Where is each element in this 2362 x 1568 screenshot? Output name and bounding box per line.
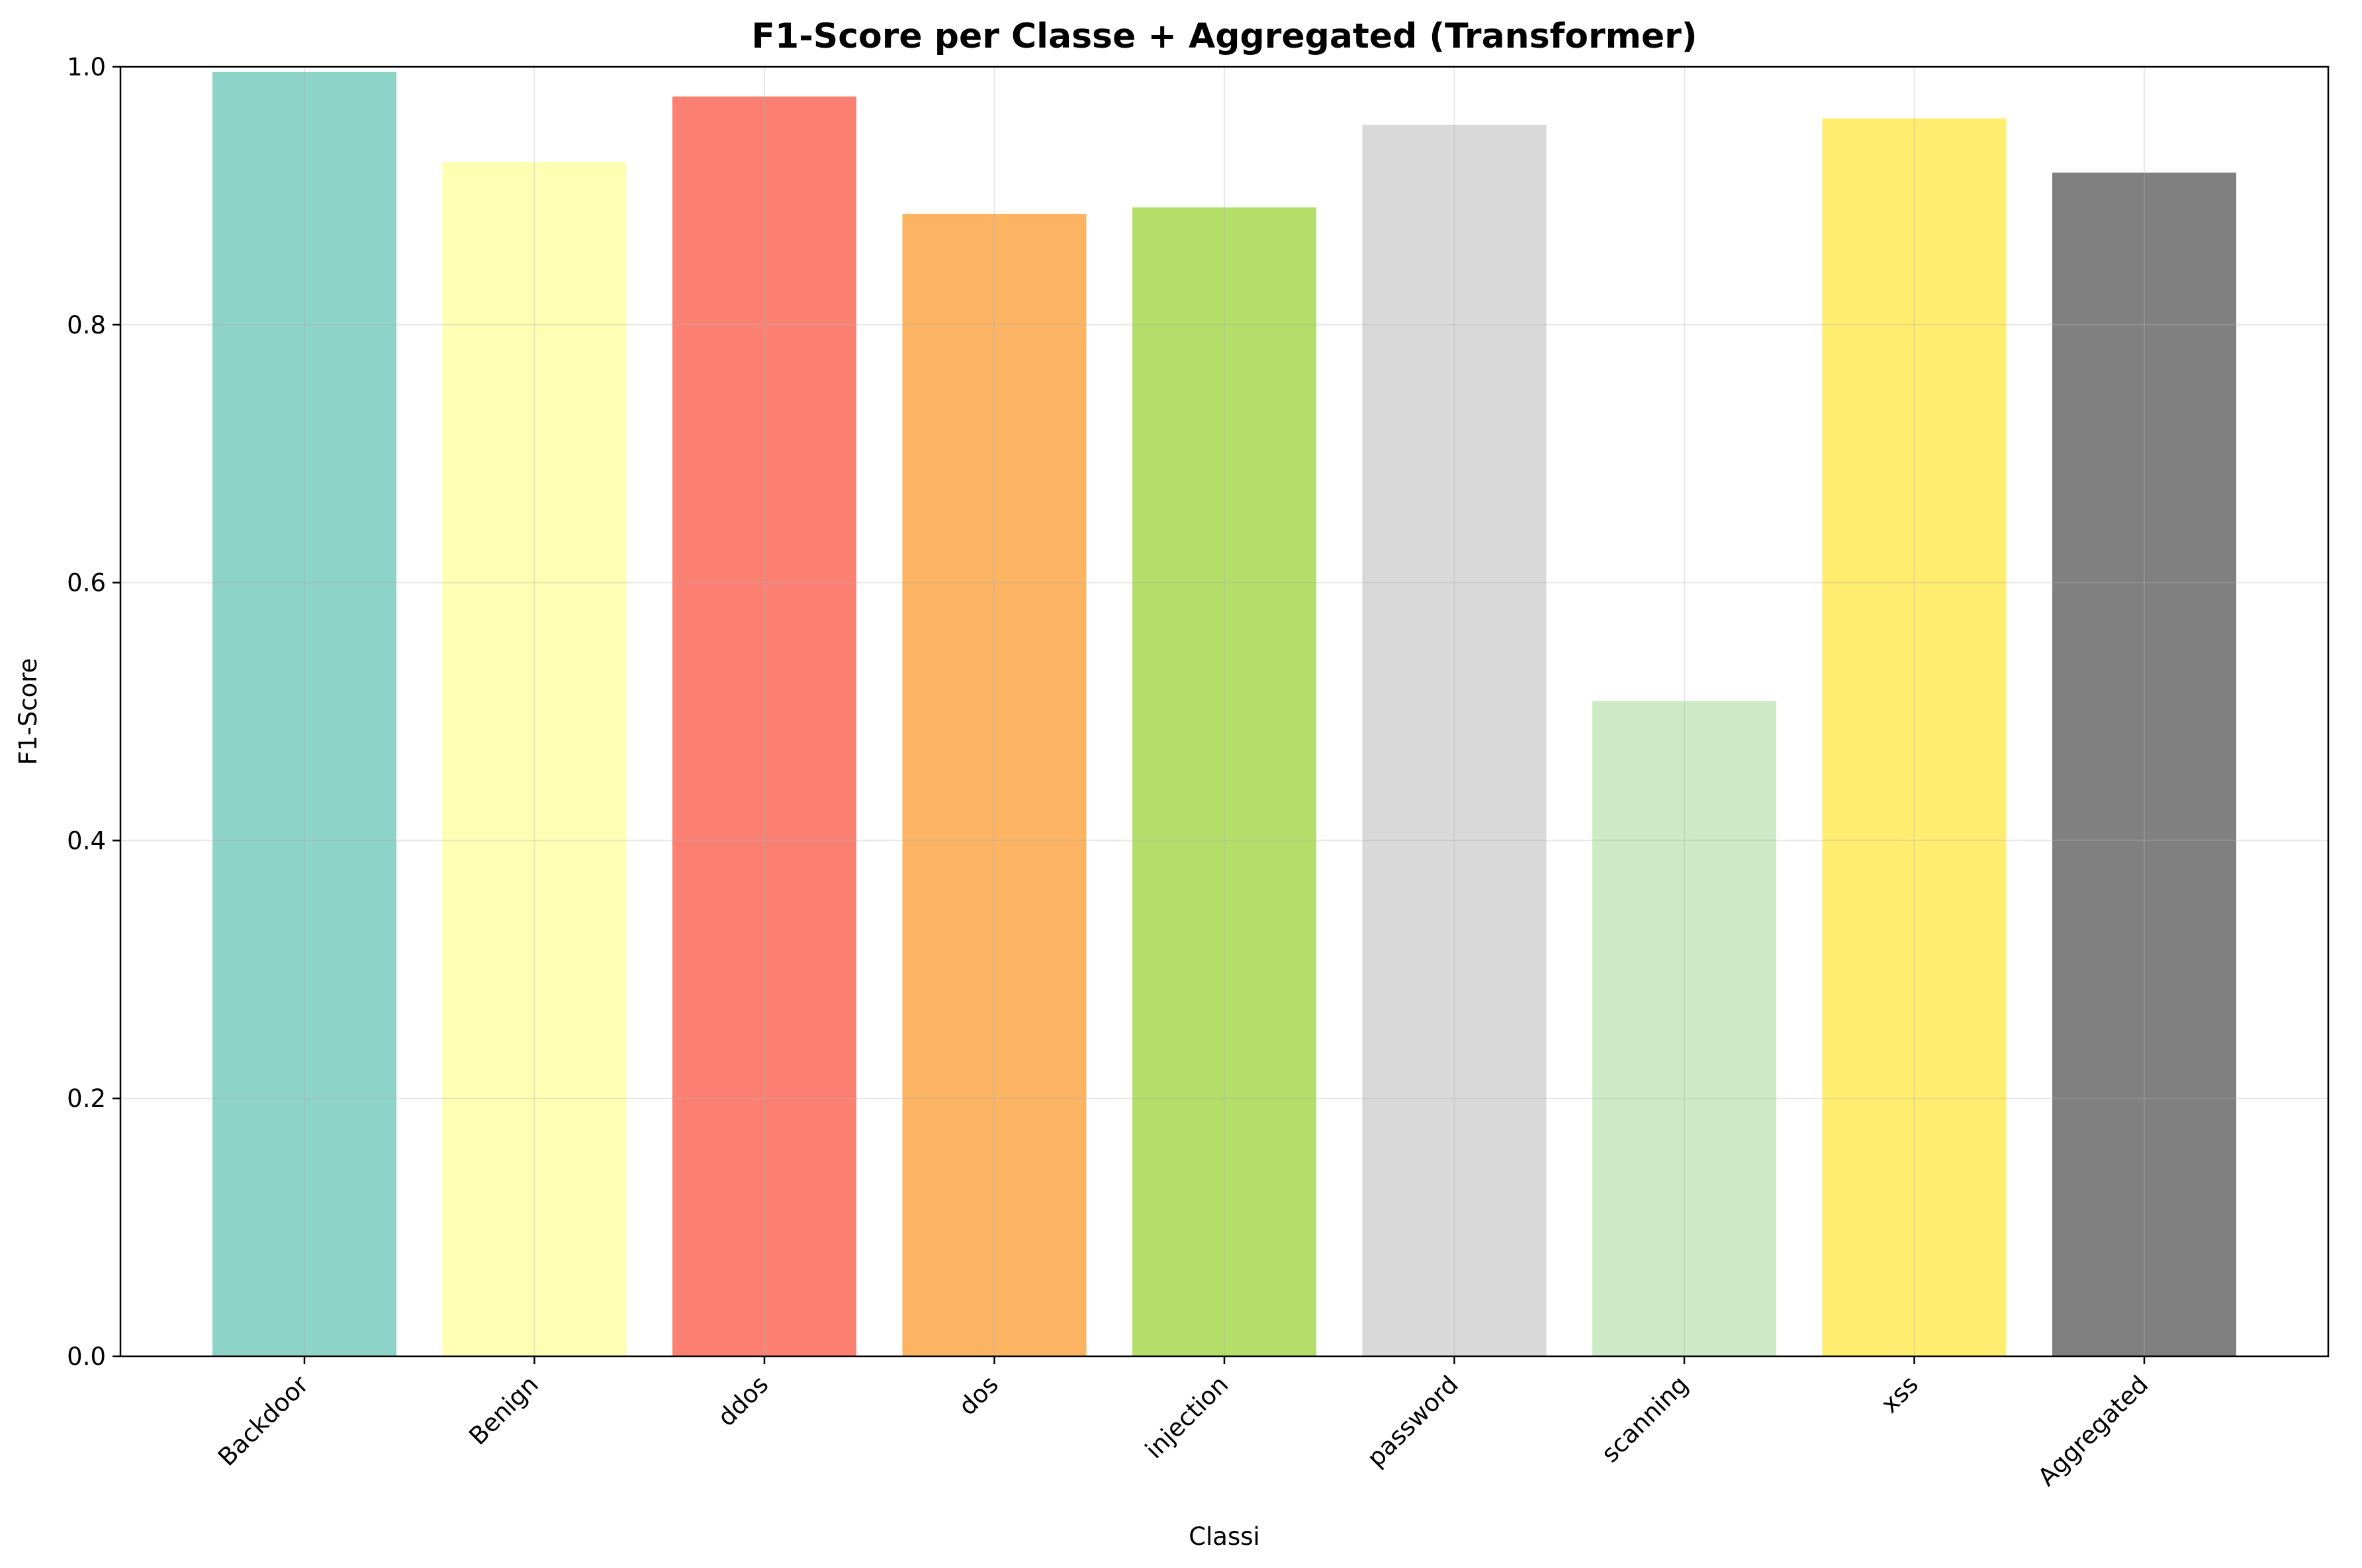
y-axis-label: F1-Score	[14, 658, 42, 765]
bar-aggregated	[2052, 172, 2236, 1356]
y-tick-label: 0.6	[67, 569, 106, 597]
y-ticks: 0.0 0.2 0.4 0.6 0.8 1.0	[67, 53, 120, 1371]
x-axis-label: Classi	[1189, 1522, 1260, 1551]
bar-xss	[1822, 118, 2007, 1357]
y-tick-label: 1.0	[67, 53, 106, 81]
x-tick-label: Backdoor	[212, 1370, 314, 1471]
y-tick-label: 0.4	[67, 826, 106, 855]
x-tick-label: ddos	[712, 1370, 774, 1432]
bar-scanning	[1592, 701, 1776, 1356]
x-ticks: Backdoor Benign ddos dos injection password sc…	[212, 1356, 2154, 1491]
x-tick-label: password	[1361, 1370, 1464, 1473]
x-tick-label: Benign	[463, 1370, 544, 1451]
bar-backdoor	[212, 71, 396, 1356]
chart-title: F1-Score per Classe + Aggregated (Transf…	[751, 17, 1697, 56]
bar-ddos	[672, 96, 856, 1356]
bar-password	[1362, 124, 1547, 1357]
y-tick-label: 0.8	[67, 311, 106, 339]
x-tick-label: dos	[953, 1370, 1004, 1421]
x-tick-label: Aggregated	[2032, 1370, 2154, 1491]
x-tick-label: xss	[1876, 1370, 1924, 1418]
bar-injection	[1132, 207, 1316, 1356]
bar-benign	[442, 162, 627, 1357]
y-tick-label: 0.0	[67, 1342, 106, 1371]
bar-dos	[902, 214, 1087, 1356]
y-tick-label: 0.2	[67, 1084, 106, 1113]
x-tick-label: scanning	[1596, 1370, 1694, 1468]
x-tick-label: injection	[1140, 1370, 1234, 1464]
bars-layer	[212, 71, 2236, 1357]
